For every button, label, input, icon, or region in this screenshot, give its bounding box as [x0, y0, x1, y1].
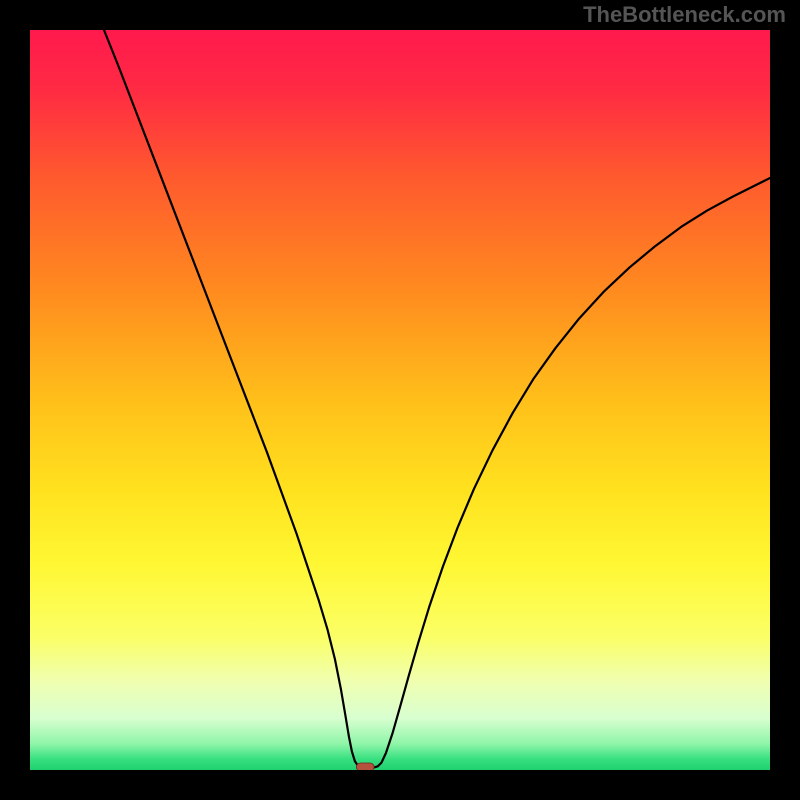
plot-area — [30, 30, 770, 770]
watermark-label: TheBottleneck.com — [583, 2, 786, 28]
bottleneck-chart — [30, 30, 770, 770]
chart-root: TheBottleneck.com — [0, 0, 800, 800]
chart-background — [30, 30, 770, 770]
min-marker — [356, 763, 374, 770]
